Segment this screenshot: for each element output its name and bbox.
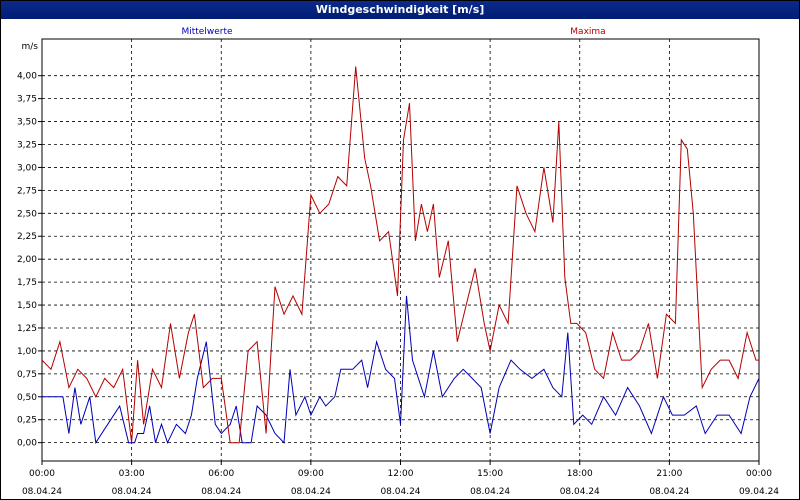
x-tick-date: 08.04.24 <box>560 487 600 497</box>
y-tick-label: 3,50 <box>17 118 37 128</box>
y-tick-label: 1,25 <box>17 324 37 334</box>
series-line-maxima <box>41 66 759 444</box>
y-tick-label: 4,00 <box>17 72 37 82</box>
x-axis-ticks: 00:00 08.04.24 03:00 08.04.24 06:00 08.04.24 0… <box>22 461 779 497</box>
x-tick-date: 08.04.24 <box>22 487 62 497</box>
data-series <box>41 66 760 445</box>
x-tick-time: 06:00 <box>208 469 234 479</box>
x-tick-time: 18:00 <box>567 469 593 479</box>
y-tick-label: 2,75 <box>17 186 37 196</box>
x-tick-time: 21:00 <box>656 469 682 479</box>
x-tick-time: 00:00 <box>29 469 55 479</box>
x-tick-date: 08.04.24 <box>112 487 152 497</box>
y-tick-label: 3,25 <box>17 141 37 151</box>
y-tick-label: 2,00 <box>17 255 37 265</box>
x-tick-time: 12:00 <box>388 469 414 479</box>
x-tick-time: 03:00 <box>119 469 145 479</box>
legend-mittelwerte: Mittelwerte <box>181 27 232 37</box>
x-tick-time: 15:00 <box>477 469 503 479</box>
line-chart: 0,00 0,25 0,50 0,75 1,00 1,25 1,50 1,75 2,00 2,25… <box>17 27 779 497</box>
x-tick-date: 08.04.24 <box>470 487 510 497</box>
series-line-mittelwerte <box>42 295 760 445</box>
y-tick-label: 3,00 <box>17 163 37 173</box>
x-tick-date: 08.04.24 <box>201 487 241 497</box>
x-tick-date: 08.04.24 <box>649 487 689 497</box>
y-tick-label: 1,00 <box>17 347 37 357</box>
legend-maxima: Maxima <box>570 27 605 37</box>
y-axis-label: m/s <box>22 42 39 52</box>
y-tick-label: 1,50 <box>17 301 37 311</box>
x-tick-date: 08.04.24 <box>291 487 331 497</box>
x-tick-time: 00:00 <box>746 469 772 479</box>
y-tick-label: 1,75 <box>17 278 37 288</box>
grid-lines <box>42 39 759 461</box>
y-tick-label: 0,00 <box>17 439 37 449</box>
y-tick-label: 3,75 <box>17 95 37 105</box>
y-tick-label: 2,50 <box>17 209 37 219</box>
x-tick-time: 09:00 <box>298 469 324 479</box>
y-tick-label: 0,75 <box>17 370 37 380</box>
y-axis-ticks: 0,00 0,25 0,50 0,75 1,00 1,25 1,50 1,75 2,00 2,25… <box>17 72 42 449</box>
x-tick-date: 08.04.24 <box>380 487 420 497</box>
window-title: Windgeschwindigkeit [m/s] <box>1 1 799 19</box>
x-tick-date: 09.04.24 <box>739 487 779 497</box>
y-tick-label: 0,25 <box>17 416 37 426</box>
y-tick-label: 2,25 <box>17 232 37 242</box>
y-tick-label: 0,50 <box>17 393 37 403</box>
